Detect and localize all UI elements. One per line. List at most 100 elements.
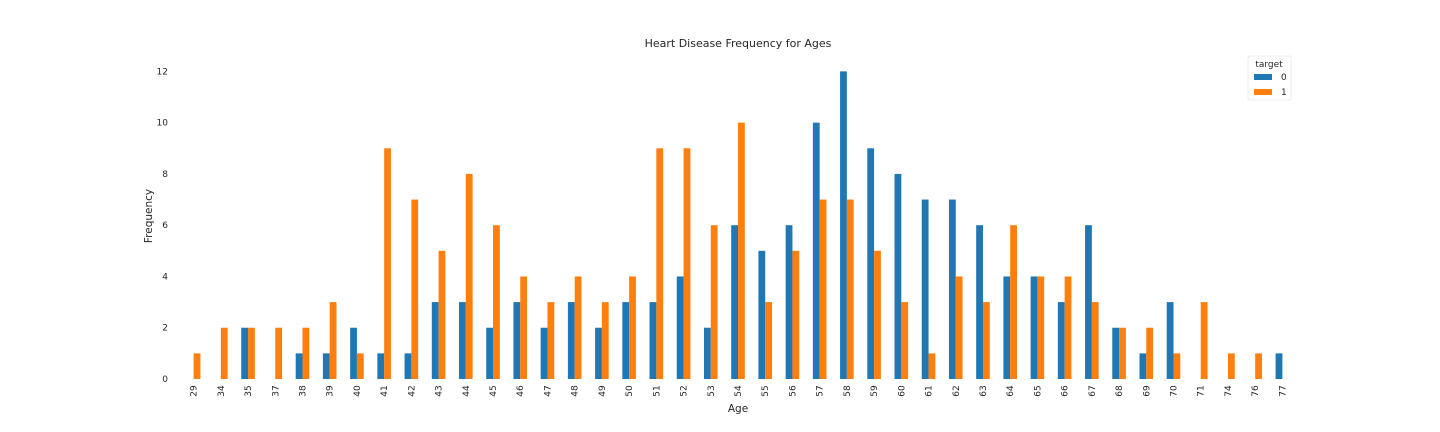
legend-swatch-1 <box>1254 89 1272 95</box>
bar-target-0-age-41 <box>377 353 385 379</box>
x-axis-ticks: 29 34 35 37 38 39 40 41 42 43 44 45 46 47 48 49 50 51 52 53… <box>190 385 1289 397</box>
x-tick-label: 29 <box>190 385 200 397</box>
bar-target-1-age-41 <box>384 148 391 379</box>
legend-label-1: 1 <box>1281 88 1287 98</box>
bar-target-1-age-46 <box>520 276 528 379</box>
bar-target-0-age-48 <box>567 302 575 379</box>
bar-target-1-age-64 <box>1010 225 1017 379</box>
x-tick-label: 70 <box>1170 385 1180 397</box>
bar-target-0-age-63 <box>976 225 983 379</box>
x-tick-label: 35 <box>244 385 254 396</box>
x-axis-label: Age <box>728 403 748 415</box>
bar-target-1-age-44 <box>465 173 473 379</box>
y-tick-label: 4 <box>162 272 168 282</box>
bar-target-1-age-35 <box>248 327 255 379</box>
y-tick-label: 8 <box>162 170 168 180</box>
bar-target-1-age-54 <box>738 122 745 380</box>
bar-target-1-age-29 <box>193 353 201 379</box>
bar-target-1-age-37 <box>275 327 283 379</box>
chart-title: Heart Disease Frequency for Ages <box>645 37 832 50</box>
bar-target-0-age-61 <box>921 199 929 379</box>
x-tick-label: 68 <box>1115 385 1125 397</box>
x-tick-label: 51 <box>652 385 662 396</box>
bar-target-1-age-63 <box>982 302 990 379</box>
bar-target-0-age-56 <box>785 225 793 379</box>
bar-target-0-age-55 <box>758 250 766 379</box>
y-tick-label: 2 <box>162 324 168 334</box>
x-tick-label: 74 <box>1224 385 1234 397</box>
bar-target-0-age-46 <box>513 302 521 379</box>
bar-target-0-age-35 <box>241 327 249 379</box>
bar-target-1-age-56 <box>792 250 800 379</box>
legend-swatch-0 <box>1254 74 1272 80</box>
bar-target-1-age-60 <box>901 302 909 379</box>
x-tick-label: 66 <box>1061 385 1071 397</box>
bar-target-1-age-53 <box>710 225 718 379</box>
bar-target-0-age-57 <box>812 122 820 380</box>
bar-target-0-age-49 <box>595 327 602 379</box>
bar-target-0-age-43 <box>431 302 439 379</box>
bar-target-1-age-57 <box>819 199 827 379</box>
bar-target-0-age-52 <box>676 276 684 379</box>
bar-target-1-age-58 <box>846 199 854 379</box>
x-tick-label: 54 <box>734 385 744 397</box>
x-tick-label: 62 <box>952 385 962 396</box>
bar-target-1-age-61 <box>928 353 936 379</box>
x-tick-label: 50 <box>625 385 635 397</box>
bar-target-0-age-39 <box>322 353 330 379</box>
y-tick-label: 12 <box>157 67 168 77</box>
x-tick-label: 47 <box>543 385 553 396</box>
x-tick-label: 69 <box>1142 385 1152 397</box>
x-tick-label: 60 <box>897 385 907 397</box>
bar-target-0-age-38 <box>295 353 303 379</box>
bar-target-1-age-74 <box>1227 353 1235 379</box>
y-tick-label: 0 <box>162 375 168 385</box>
bar-target-1-age-59 <box>874 250 881 379</box>
bar-target-1-age-34 <box>220 327 228 379</box>
x-tick-label: 38 <box>298 385 308 397</box>
bar-target-1-age-39 <box>329 302 337 379</box>
bar-target-1-age-67 <box>1091 302 1099 379</box>
x-tick-label: 52 <box>680 385 690 396</box>
y-axis-ticks: 0 2 4 6 8 10 12 <box>157 67 169 385</box>
bar-target-0-age-45 <box>486 327 494 379</box>
bar-target-0-age-50 <box>622 302 630 379</box>
x-tick-label: 65 <box>1033 385 1043 396</box>
bar-target-1-age-55 <box>765 302 773 379</box>
bar-target-0-age-54 <box>731 225 738 379</box>
bar-target-1-age-65 <box>1037 276 1045 379</box>
x-tick-label: 77 <box>1278 385 1288 396</box>
bar-target-0-age-58 <box>840 71 847 379</box>
x-tick-label: 39 <box>326 385 336 397</box>
x-tick-label: 58 <box>843 385 853 397</box>
bar-target-0-age-65 <box>1030 276 1038 379</box>
bar-target-0-age-69 <box>1139 353 1147 379</box>
bar-target-0-age-66 <box>1057 302 1065 379</box>
x-tick-label: 56 <box>788 385 798 397</box>
legend-items: 01 <box>1254 73 1287 98</box>
bar-target-1-age-45 <box>493 225 500 379</box>
bar-target-1-age-70 <box>1173 353 1181 379</box>
bar-target-0-age-47 <box>540 327 548 379</box>
bar-target-0-age-59 <box>867 148 875 379</box>
bar-target-0-age-68 <box>1112 327 1120 379</box>
bar-target-0-age-62 <box>948 199 956 379</box>
x-tick-label: 76 <box>1251 385 1261 397</box>
bar-target-0-age-42 <box>404 353 412 379</box>
bar-target-1-age-76 <box>1255 353 1262 379</box>
bar-target-0-age-60 <box>894 173 902 379</box>
bar-target-1-age-52 <box>683 148 691 379</box>
bar-target-1-age-49 <box>601 302 609 379</box>
x-tick-label: 59 <box>870 385 880 397</box>
bar-target-1-age-62 <box>955 276 963 379</box>
x-tick-label: 44 <box>462 385 472 397</box>
x-tick-label: 53 <box>707 385 717 396</box>
x-tick-label: 71 <box>1197 385 1207 396</box>
legend: target 01 <box>1247 55 1292 101</box>
y-tick-label: 10 <box>157 119 169 129</box>
bar-target-1-age-51 <box>656 148 664 379</box>
bar-target-1-age-66 <box>1064 276 1072 379</box>
bar-target-1-age-40 <box>356 353 364 379</box>
x-tick-label: 57 <box>816 385 826 396</box>
